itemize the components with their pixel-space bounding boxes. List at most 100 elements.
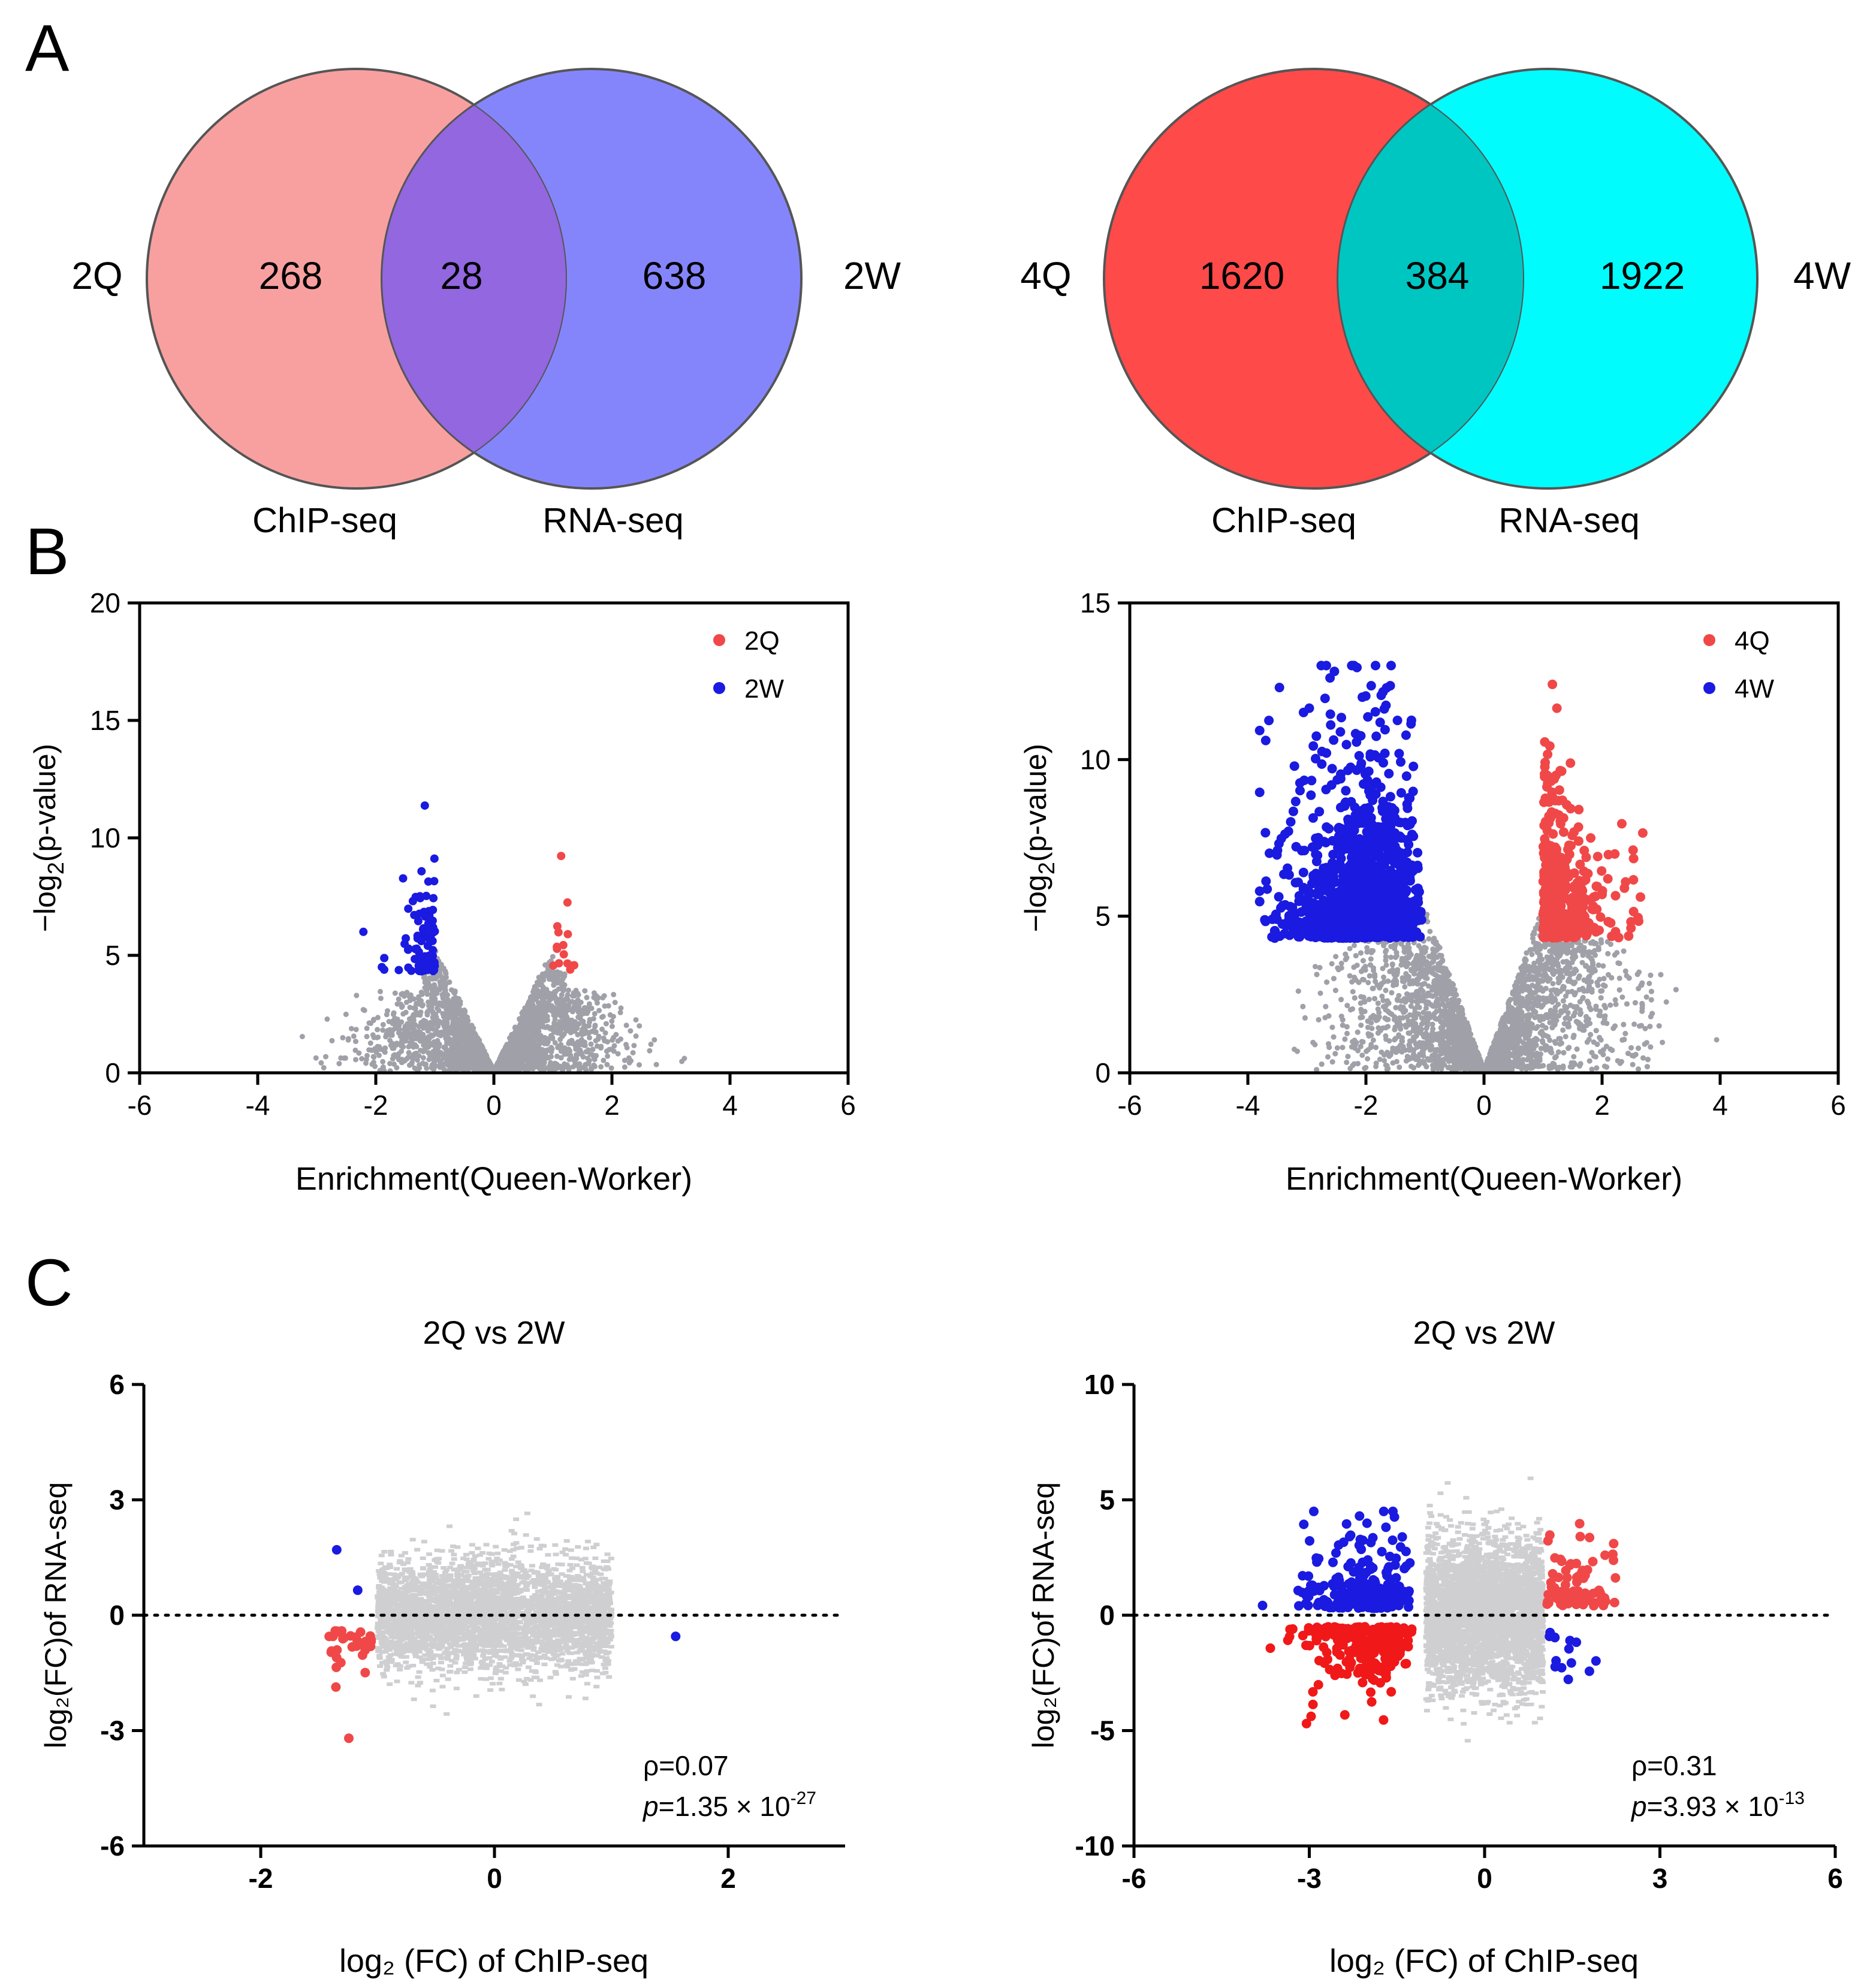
background-point: [1619, 994, 1625, 1000]
background-point: [525, 1040, 531, 1046]
background-point: [1631, 1021, 1637, 1027]
background-point: [568, 1022, 574, 1028]
background-point: [544, 1040, 550, 1046]
background-point: [396, 1057, 402, 1063]
y-tick-label: 5: [105, 940, 120, 971]
plot-frame: [138, 601, 850, 1075]
background-point: [459, 1010, 465, 1016]
background-point: [519, 1025, 525, 1031]
background-point: [436, 1007, 442, 1013]
highlight-point-up: [559, 950, 568, 959]
background-point: [556, 1020, 562, 1026]
background-point: [378, 988, 383, 994]
background-point: [438, 961, 444, 967]
background-point: [618, 1005, 624, 1011]
background-point: [647, 1048, 653, 1054]
background-point: [412, 1006, 418, 1012]
background-point: [416, 1028, 422, 1034]
background-point: [375, 1034, 381, 1040]
background-point: [364, 1052, 370, 1058]
background-point: [596, 1033, 602, 1039]
background-point: [588, 1041, 594, 1047]
background-point: [459, 1028, 465, 1034]
background-point: [1365, 980, 1371, 985]
highlight-point-down: [425, 934, 433, 943]
background-point: [609, 1018, 615, 1024]
background-point: [585, 1055, 590, 1061]
background-point: [1370, 948, 1376, 954]
background-point: [615, 1051, 621, 1057]
background-point: [446, 1030, 451, 1036]
background-point: [406, 1049, 412, 1055]
highlight-point-down: [430, 854, 439, 863]
x-tick-label: 4: [722, 1090, 738, 1121]
background-point: [385, 1008, 390, 1014]
background-point: [451, 1039, 457, 1044]
highlight-point-up: [567, 961, 576, 970]
background-point: [652, 1037, 657, 1043]
background-point: [402, 1024, 408, 1029]
background-point: [450, 1006, 456, 1012]
panel-letter-a: A: [25, 11, 70, 85]
background-point: [411, 1044, 417, 1050]
venn-count-left-only: 1620: [1199, 254, 1284, 297]
background-point: [593, 997, 599, 1003]
background-point: [321, 1065, 327, 1070]
background-point: [586, 1001, 592, 1007]
background-point: [618, 1036, 624, 1042]
background-point: [604, 1048, 610, 1054]
background-point: [540, 984, 546, 990]
background-point: [525, 1060, 531, 1066]
background-point: [479, 1052, 485, 1058]
background-point: [469, 1031, 475, 1037]
background-point: [570, 1056, 576, 1062]
background-point: [590, 1052, 596, 1058]
venn-overlap: [381, 104, 567, 454]
background-point: [324, 1016, 330, 1022]
background-point: [345, 1036, 351, 1042]
background-point: [456, 1041, 462, 1047]
background-point: [407, 1004, 413, 1010]
background-point: [1352, 942, 1357, 948]
background-point: [611, 991, 617, 997]
background-point: [1643, 994, 1649, 1000]
venn-diagram-2q-2w: 2Q 2W 268 28 638 ChIP-seq RNA-seq: [71, 68, 901, 540]
background-point: [622, 1064, 628, 1070]
background-point: [566, 987, 571, 993]
background-point: [580, 1026, 586, 1032]
background-point: [631, 1043, 637, 1048]
background-point: [387, 1061, 393, 1066]
background-point: [470, 1039, 476, 1045]
background-point: [380, 1058, 386, 1064]
background-point: [623, 1022, 629, 1028]
background-point: [608, 1065, 614, 1071]
x-tick-label: 6: [840, 1090, 856, 1121]
background-point: [574, 1006, 580, 1011]
background-point: [577, 1061, 583, 1067]
background-point: [612, 1000, 618, 1006]
background-point: [299, 1034, 305, 1039]
highlight-point-up: [557, 852, 566, 861]
background-point: [1359, 1052, 1365, 1058]
highlight-point-down: [404, 904, 413, 913]
background-point: [1377, 1057, 1383, 1062]
background-point: [554, 975, 560, 981]
background-point: [532, 1060, 538, 1066]
panel-letter-b: B: [25, 515, 69, 589]
background-point: [482, 1062, 488, 1068]
background-point: [1313, 964, 1318, 970]
highlight-point-down: [417, 967, 426, 976]
highlight-point-down: [429, 906, 438, 915]
venn-count-right-only: 1922: [1600, 254, 1685, 297]
background-point: [535, 1044, 541, 1050]
background-point: [380, 1022, 386, 1028]
background-point: [574, 1052, 579, 1058]
background-point: [564, 1014, 570, 1020]
background-point: [1347, 1066, 1353, 1072]
background-point: [396, 996, 402, 1002]
background-point: [436, 1030, 442, 1036]
background-point: [1643, 1040, 1649, 1046]
background-point: [586, 1030, 592, 1036]
